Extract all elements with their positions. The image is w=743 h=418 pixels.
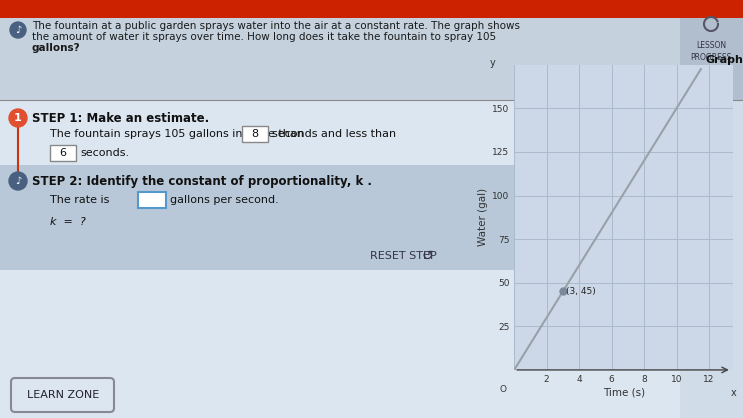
Bar (138, 192, 166, 208)
Text: RESET STEP: RESET STEP (370, 251, 437, 261)
Bar (0, 0, 743, 18)
Y-axis label: Water (gal): Water (gal) (478, 188, 488, 247)
Text: 8: 8 (251, 129, 259, 139)
Text: The fountain at a public garden sprays water into the air at a constant rate. Th: The fountain at a public garden sprays w… (32, 21, 520, 31)
Text: ♪: ♪ (15, 25, 21, 35)
Text: gallons per second.: gallons per second. (170, 195, 279, 205)
Text: O: O (499, 385, 506, 394)
Text: x: x (730, 387, 736, 398)
Text: ♪: ♪ (15, 176, 21, 186)
Text: Graph: Graph (705, 55, 743, 65)
Bar (0, 100, 680, 418)
Bar (0, 18, 680, 100)
Text: gallons?: gallons? (32, 43, 81, 53)
Text: The fountain sprays 105 gallons in more than: The fountain sprays 105 gallons in more … (50, 129, 304, 139)
Text: y: y (490, 58, 496, 68)
Text: LEARN ZONE: LEARN ZONE (27, 390, 99, 400)
FancyBboxPatch shape (11, 378, 114, 412)
Text: k  =  ?: k = ? (50, 217, 85, 227)
Text: 1: 1 (14, 113, 22, 123)
Text: STEP 2: Identify the constant of proportionality, k .: STEP 2: Identify the constant of proport… (32, 174, 372, 188)
Circle shape (9, 172, 27, 190)
Text: LESSON
PROGRESS: LESSON PROGRESS (690, 41, 732, 62)
Text: 6: 6 (59, 148, 67, 158)
Bar (0, 165, 680, 270)
Text: the amount of water it sprays over time. How long does it take the fountain to s: the amount of water it sprays over time.… (32, 32, 496, 42)
Text: The rate is: The rate is (50, 195, 109, 205)
X-axis label: Time (s): Time (s) (603, 388, 645, 398)
Text: STEP 1: Make an estimate.: STEP 1: Make an estimate. (32, 112, 210, 125)
Text: (3, 45): (3, 45) (566, 287, 596, 296)
Text: seconds.: seconds. (80, 148, 129, 158)
Bar (242, 126, 268, 142)
Bar (50, 145, 76, 161)
Circle shape (9, 109, 27, 127)
Bar (680, 0, 743, 100)
Text: seconds and less than: seconds and less than (272, 129, 396, 139)
Text: ↺: ↺ (422, 249, 434, 263)
Circle shape (10, 22, 26, 38)
